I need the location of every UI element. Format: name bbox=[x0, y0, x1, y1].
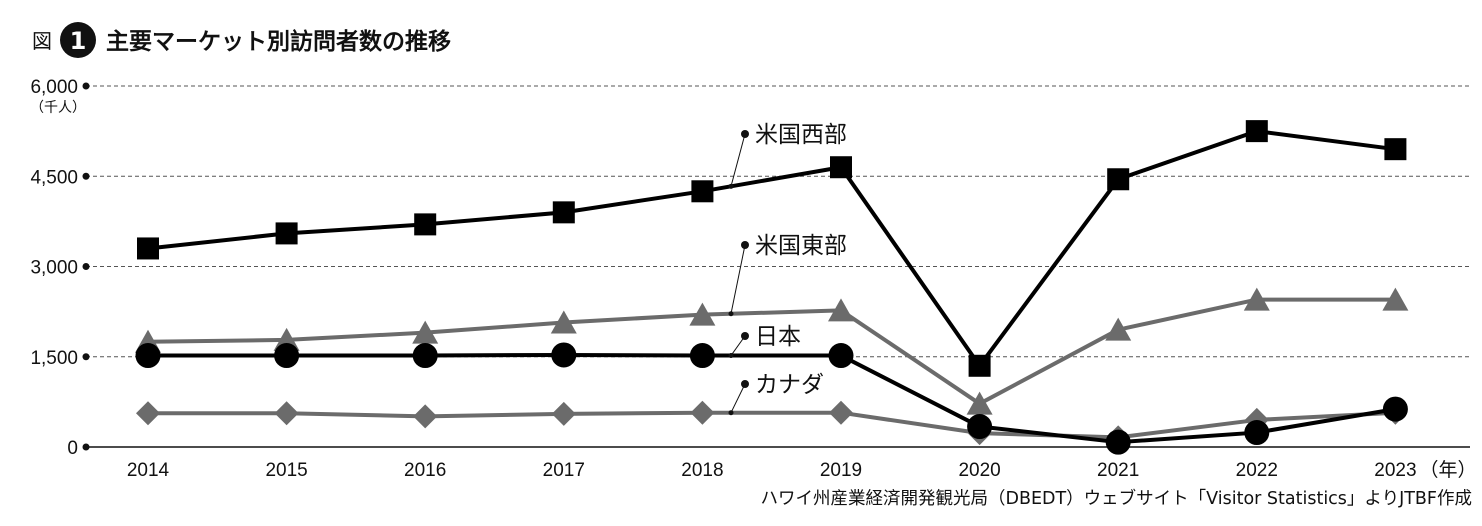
x-axis: 2014 2015 2016 2017 2018 2019 2020 2021 2022 2023 bbox=[127, 460, 1417, 481]
x-tick-label: 2023 bbox=[1374, 460, 1416, 481]
data-point bbox=[967, 414, 993, 440]
x-tick-label: 2021 bbox=[1097, 460, 1139, 481]
y-tick-dot bbox=[82, 263, 90, 270]
y-tick-dot bbox=[82, 82, 90, 90]
x-tick-label: 2020 bbox=[958, 460, 1000, 481]
data-point bbox=[691, 180, 714, 203]
y-tick-dot bbox=[82, 172, 90, 180]
data-point bbox=[1384, 138, 1407, 161]
data-point bbox=[412, 343, 438, 369]
data-point bbox=[689, 302, 716, 326]
series-label: カナダ bbox=[755, 372, 824, 398]
data-point bbox=[1245, 120, 1268, 143]
data-point bbox=[136, 401, 160, 426]
series-group bbox=[135, 120, 1409, 455]
data-point bbox=[274, 401, 299, 426]
data-point bbox=[275, 222, 298, 245]
y-tick-label: 6,000 bbox=[30, 77, 78, 98]
data-point bbox=[137, 237, 159, 260]
series-circle bbox=[135, 342, 1408, 455]
data-point bbox=[689, 343, 715, 369]
figure-title: 主要マーケット別訪問者数の推移 bbox=[106, 28, 451, 55]
series-label-group: 日本 bbox=[728, 324, 801, 359]
data-point bbox=[552, 201, 575, 224]
data-point bbox=[830, 156, 852, 179]
series-label-group: 米国西部 bbox=[728, 122, 847, 189]
grid bbox=[86, 85, 1470, 448]
figure-number: 1 bbox=[70, 27, 87, 55]
data-point bbox=[274, 343, 300, 369]
data-point bbox=[1107, 168, 1130, 191]
series-line bbox=[147, 297, 1396, 406]
series-label: 米国西部 bbox=[755, 122, 847, 148]
x-tick-label: 2022 bbox=[1236, 460, 1278, 481]
series-diamond bbox=[136, 400, 1408, 450]
y-axis: 0 1,500 3,000 4,500 6,000 bbox=[30, 77, 90, 459]
y-tick-label: 3,000 bbox=[30, 258, 78, 279]
data-point bbox=[551, 342, 577, 368]
leader-dot bbox=[741, 241, 749, 249]
series-label-group: カナダ bbox=[728, 372, 824, 416]
data-point bbox=[1105, 317, 1132, 341]
data-point bbox=[1382, 287, 1409, 311]
leader-line bbox=[730, 244, 746, 314]
data-point bbox=[690, 400, 715, 425]
x-tick-label: 2014 bbox=[127, 460, 170, 481]
figure-prefix: 図 bbox=[32, 29, 52, 53]
data-point bbox=[828, 298, 854, 322]
series-line bbox=[148, 352, 1396, 445]
data-point bbox=[1382, 396, 1408, 422]
x-tick-label: 2019 bbox=[820, 460, 862, 481]
series-label: 日本 bbox=[755, 324, 801, 350]
leader-line bbox=[730, 383, 746, 413]
data-point bbox=[1105, 429, 1131, 455]
x-tick-label: 2015 bbox=[265, 460, 307, 481]
y-unit: （千人） bbox=[30, 100, 86, 116]
data-point bbox=[412, 320, 439, 344]
leader-dot bbox=[741, 380, 749, 388]
data-point bbox=[829, 400, 853, 425]
series-line bbox=[148, 410, 1396, 440]
x-tick-label: 2018 bbox=[681, 460, 723, 481]
data-point bbox=[828, 343, 854, 369]
y-tick-label: 0 bbox=[67, 438, 78, 459]
data-point bbox=[551, 401, 576, 426]
x-unit: （年） bbox=[1419, 459, 1476, 481]
source-note: ハワイ州産業経済開発観光局（DBEDT）ウェブサイト「Visitor Stati… bbox=[760, 488, 1472, 509]
data-point bbox=[1244, 420, 1270, 446]
x-tick-label: 2017 bbox=[543, 460, 585, 481]
series-label-group: 米国東部 bbox=[728, 233, 847, 317]
data-point bbox=[550, 310, 577, 334]
series-line bbox=[147, 129, 1396, 368]
data-point bbox=[135, 343, 161, 369]
x-tick-label: 2016 bbox=[404, 460, 446, 481]
data-point bbox=[966, 391, 993, 415]
series-label: 米国東部 bbox=[755, 233, 847, 259]
series-square bbox=[137, 120, 1407, 377]
y-tick-label: 1,500 bbox=[30, 348, 78, 369]
leader-line bbox=[730, 335, 746, 356]
y-tick-dot bbox=[82, 353, 90, 361]
leader-dot bbox=[741, 332, 749, 340]
data-point bbox=[1243, 287, 1270, 311]
y-tick-label: 4,500 bbox=[30, 167, 78, 188]
leader-dot bbox=[741, 130, 749, 138]
data-point bbox=[968, 354, 991, 377]
figure-number-badge bbox=[60, 22, 96, 58]
data-point bbox=[414, 213, 437, 236]
y-tick-dot bbox=[82, 443, 90, 451]
data-point bbox=[413, 404, 438, 429]
leader-line bbox=[730, 133, 746, 187]
